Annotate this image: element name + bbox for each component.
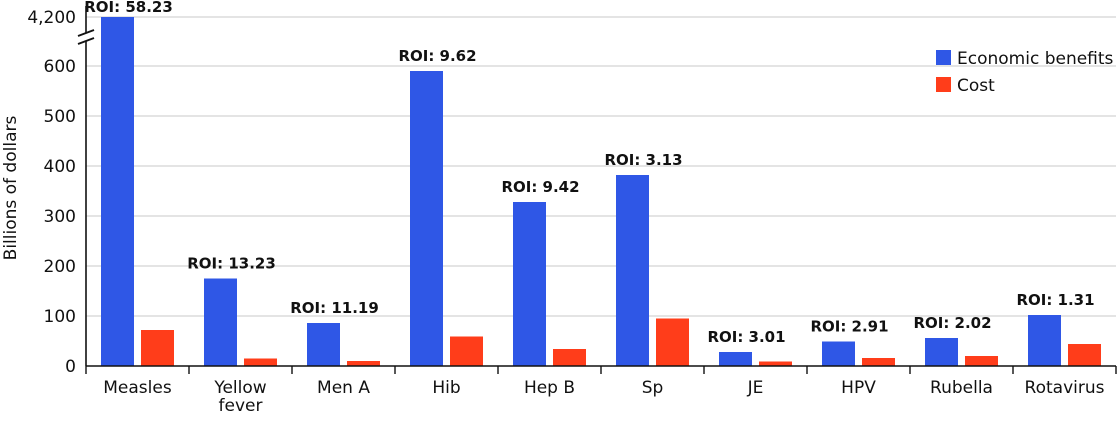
bar-cost (1068, 344, 1101, 366)
category-label-line: fever (219, 396, 263, 416)
bar-economic-benefits (616, 175, 649, 366)
category-label-line: Yellow (213, 378, 266, 398)
category-label-line: Men A (317, 378, 370, 398)
bar-economic-benefits (719, 352, 752, 366)
bar-economic-benefits (1028, 315, 1061, 366)
bar-economic-benefits (204, 278, 237, 366)
bar-economic-benefits (822, 341, 855, 366)
y-tick-label: 300 (44, 207, 76, 227)
legend-label: Economic benefits (957, 49, 1114, 69)
category-label: Measles (103, 378, 172, 398)
y-tick-label: 200 (44, 257, 76, 277)
category-label: Rotavirus (1025, 378, 1105, 398)
y-tick-label: 600 (44, 57, 76, 77)
y-tick-label: 500 (44, 107, 76, 127)
bar-economic-benefits (410, 71, 443, 366)
category-label-line: Measles (103, 378, 172, 398)
category-label-line: Sp (642, 378, 664, 398)
bar-cost (553, 349, 586, 366)
category-label: Rubella (930, 378, 993, 398)
axis-break-gap (82, 33, 90, 41)
category-label: Hep B (524, 378, 575, 398)
category-label: Sp (642, 378, 664, 398)
roi-label: ROI: 1.31 (1016, 291, 1094, 309)
bar-cost (347, 361, 380, 366)
y-axis-label: Billions of dollars (1, 116, 21, 261)
category-label-line: Rubella (930, 378, 993, 398)
category-label: HPV (841, 378, 876, 398)
bar-economic-benefits (925, 338, 958, 366)
roi-label: ROI: 13.23 (187, 255, 276, 273)
bar-cost (759, 361, 792, 366)
roi-label: ROI: 9.62 (398, 47, 476, 65)
roi-label: ROI: 2.02 (913, 314, 991, 332)
y-tick-label: 100 (44, 307, 76, 327)
category-label-line: HPV (841, 378, 876, 398)
roi-label: ROI: 11.19 (290, 299, 379, 317)
roi-label: ROI: 3.01 (707, 328, 785, 346)
y-tick-label: 0 (65, 357, 76, 377)
category-label-line: Hib (432, 378, 460, 398)
category-label-line: JE (747, 378, 764, 398)
bar-economic-benefits (101, 17, 134, 366)
bar-cost (965, 356, 998, 366)
category-label: Hib (432, 378, 460, 398)
legend-label: Cost (957, 76, 995, 96)
y-tick-label: 4,200 (27, 8, 76, 28)
category-label-line: Hep B (524, 378, 575, 398)
roi-label: ROI: 3.13 (604, 151, 682, 169)
category-label: Yellow fever (213, 378, 266, 416)
axis-break-line (77, 37, 95, 45)
roi-label: ROI: 2.91 (810, 318, 888, 336)
category-label-line: Rotavirus (1025, 378, 1105, 398)
bar-cost (450, 336, 483, 366)
axis-break-mark (77, 29, 95, 45)
bar-economic-benefits (513, 202, 546, 366)
bar-cost (141, 330, 174, 366)
y-tick-label: 400 (44, 157, 76, 177)
legend-swatch (936, 50, 951, 65)
bar-cost (862, 358, 895, 366)
category-label: JE (747, 378, 764, 398)
bar-cost (244, 358, 277, 366)
roi-label: ROI: 9.42 (501, 178, 579, 196)
axis-break-line (77, 29, 95, 37)
category-label: Men A (317, 378, 370, 398)
roi-label: ROI: 58.23 (84, 0, 173, 16)
legend-swatch (936, 77, 951, 92)
bar-economic-benefits (307, 323, 340, 366)
bar-cost (656, 318, 689, 366)
